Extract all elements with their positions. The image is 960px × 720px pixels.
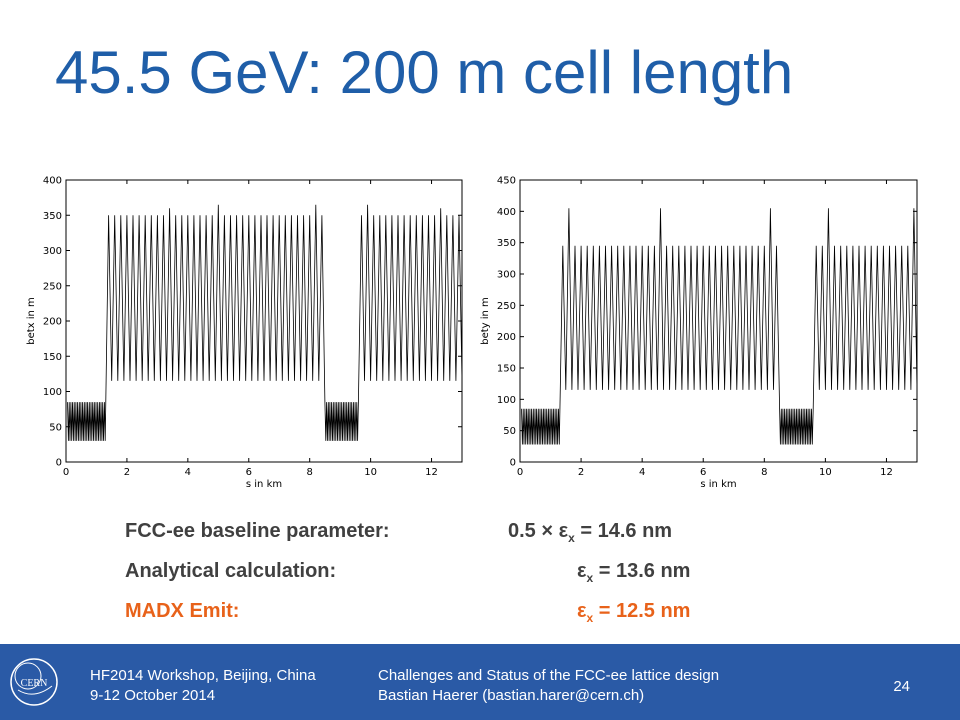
slide-title: 45.5 GeV: 200 m cell length — [55, 39, 794, 106]
page-number: 24 — [893, 678, 910, 695]
x-tick-label: 2 — [578, 467, 584, 478]
plot-frame — [65, 179, 463, 463]
x-tick-label: 0 — [63, 467, 69, 478]
beta-function-line — [67, 204, 463, 441]
y-tick-label: 250 — [497, 301, 516, 312]
param-prefix: 0.5 × — [508, 520, 559, 542]
betx-plot: 0 50 100 150 200 250 300 350 400 0 2 4 6 8 10 12 s in km… — [18, 168, 468, 495]
cern-logo-icon: CERN — [10, 658, 58, 706]
betx-chart-svg: 0 50 100 150 200 250 300 350 400 0 2 4 6 8 10 12 s in km… — [26, 176, 463, 490]
y-tick-label: 0 — [510, 458, 516, 469]
x-axis-label: s in km — [700, 479, 736, 490]
param-subscript: x — [586, 611, 594, 625]
y-tick-label: 150 — [43, 352, 62, 363]
y-tick-label: 50 — [49, 422, 62, 433]
param-number: = 13.6 nm — [593, 560, 691, 582]
x-tick-label: 2 — [124, 467, 130, 478]
y-tick-label: 450 — [497, 176, 516, 187]
footer-event: HF2014 Workshop, Beijing, China 9-12 Oct… — [90, 666, 316, 706]
x-tick-label: 10 — [819, 467, 832, 478]
y-tick-label: 200 — [43, 317, 62, 328]
bety-plot: 0 50 100 150 200 250 300 350 400 450 0 2 4 6 8 10 12 s in… — [470, 168, 925, 495]
y-tick-label: 400 — [497, 207, 516, 218]
y-axis-label: betx in m — [26, 297, 37, 345]
x-tick-label: 12 — [880, 467, 893, 478]
footer-event-name: HF2014 Workshop, Beijing, China — [90, 667, 316, 684]
x-tick-label: 8 — [761, 467, 767, 478]
param-row-madx: MADX Emit: εx = 12.5 nm — [125, 600, 765, 640]
y-tick-label: 200 — [497, 332, 516, 343]
footer-event-date: 9-12 October 2014 — [90, 687, 216, 704]
footer-talk-title: Challenges and Status of the FCC-ee latt… — [378, 667, 720, 684]
param-symbol: ε — [577, 560, 587, 582]
x-tick-label: 12 — [425, 467, 438, 478]
y-tick-label: 100 — [497, 395, 516, 406]
beta-function-line — [521, 208, 918, 445]
x-tick-label: 0 — [517, 467, 523, 478]
x-tick-label: 6 — [246, 467, 252, 478]
y-tick-label: 50 — [503, 426, 516, 437]
logo-text: CERN — [21, 678, 48, 689]
slide-footer: CERN HF2014 Workshop, Beijing, China 9-1… — [0, 644, 960, 720]
param-symbol: ε — [558, 520, 569, 542]
param-value: εx = 12.5 nm — [577, 600, 690, 625]
emittance-parameters: FCC-ee baseline parameter: 0.5 × εx = 14… — [125, 520, 765, 640]
param-number: = 14.6 nm — [574, 520, 673, 542]
footer-talk: Challenges and Status of the FCC-ee latt… — [378, 666, 719, 706]
param-row-baseline: FCC-ee baseline parameter: 0.5 × εx = 14… — [125, 520, 765, 560]
y-tick-label: 350 — [43, 211, 62, 222]
param-label: FCC-ee baseline parameter: — [125, 520, 390, 542]
param-value: εx = 13.6 nm — [577, 560, 690, 585]
y-tick-label: 300 — [43, 246, 62, 257]
x-axis-label: s in km — [246, 479, 282, 490]
param-label: Analytical calculation: — [125, 560, 337, 582]
y-tick-label: 150 — [497, 364, 516, 375]
param-row-analytical: Analytical calculation: εx = 13.6 nm — [125, 560, 765, 600]
y-tick-label: 400 — [43, 176, 62, 187]
y-axis-label: bety in m — [480, 297, 491, 345]
y-tick-label: 0 — [56, 458, 62, 469]
x-tick-label: 10 — [364, 467, 377, 478]
y-tick-label: 250 — [43, 281, 62, 292]
y-tick-label: 300 — [497, 270, 516, 281]
x-tick-label: 6 — [700, 467, 706, 478]
param-label: MADX Emit: — [125, 600, 240, 622]
param-number: = 12.5 nm — [593, 600, 691, 622]
footer-talk-author: Bastian Haerer (bastian.harer@cern.ch) — [378, 687, 645, 704]
x-tick-label: 4 — [639, 467, 645, 478]
param-value: 0.5 × εx = 14.6 nm — [508, 520, 672, 545]
bety-chart-svg: 0 50 100 150 200 250 300 350 400 450 0 2 4 6 8 10 12 s in… — [480, 176, 918, 490]
y-tick-label: 100 — [43, 387, 62, 398]
plot-frame — [519, 179, 918, 463]
x-tick-label: 8 — [307, 467, 313, 478]
param-subscript: x — [586, 571, 594, 585]
y-tick-label: 350 — [497, 238, 516, 249]
param-subscript: x — [568, 531, 575, 545]
param-symbol: ε — [577, 600, 587, 622]
x-tick-label: 4 — [185, 467, 191, 478]
